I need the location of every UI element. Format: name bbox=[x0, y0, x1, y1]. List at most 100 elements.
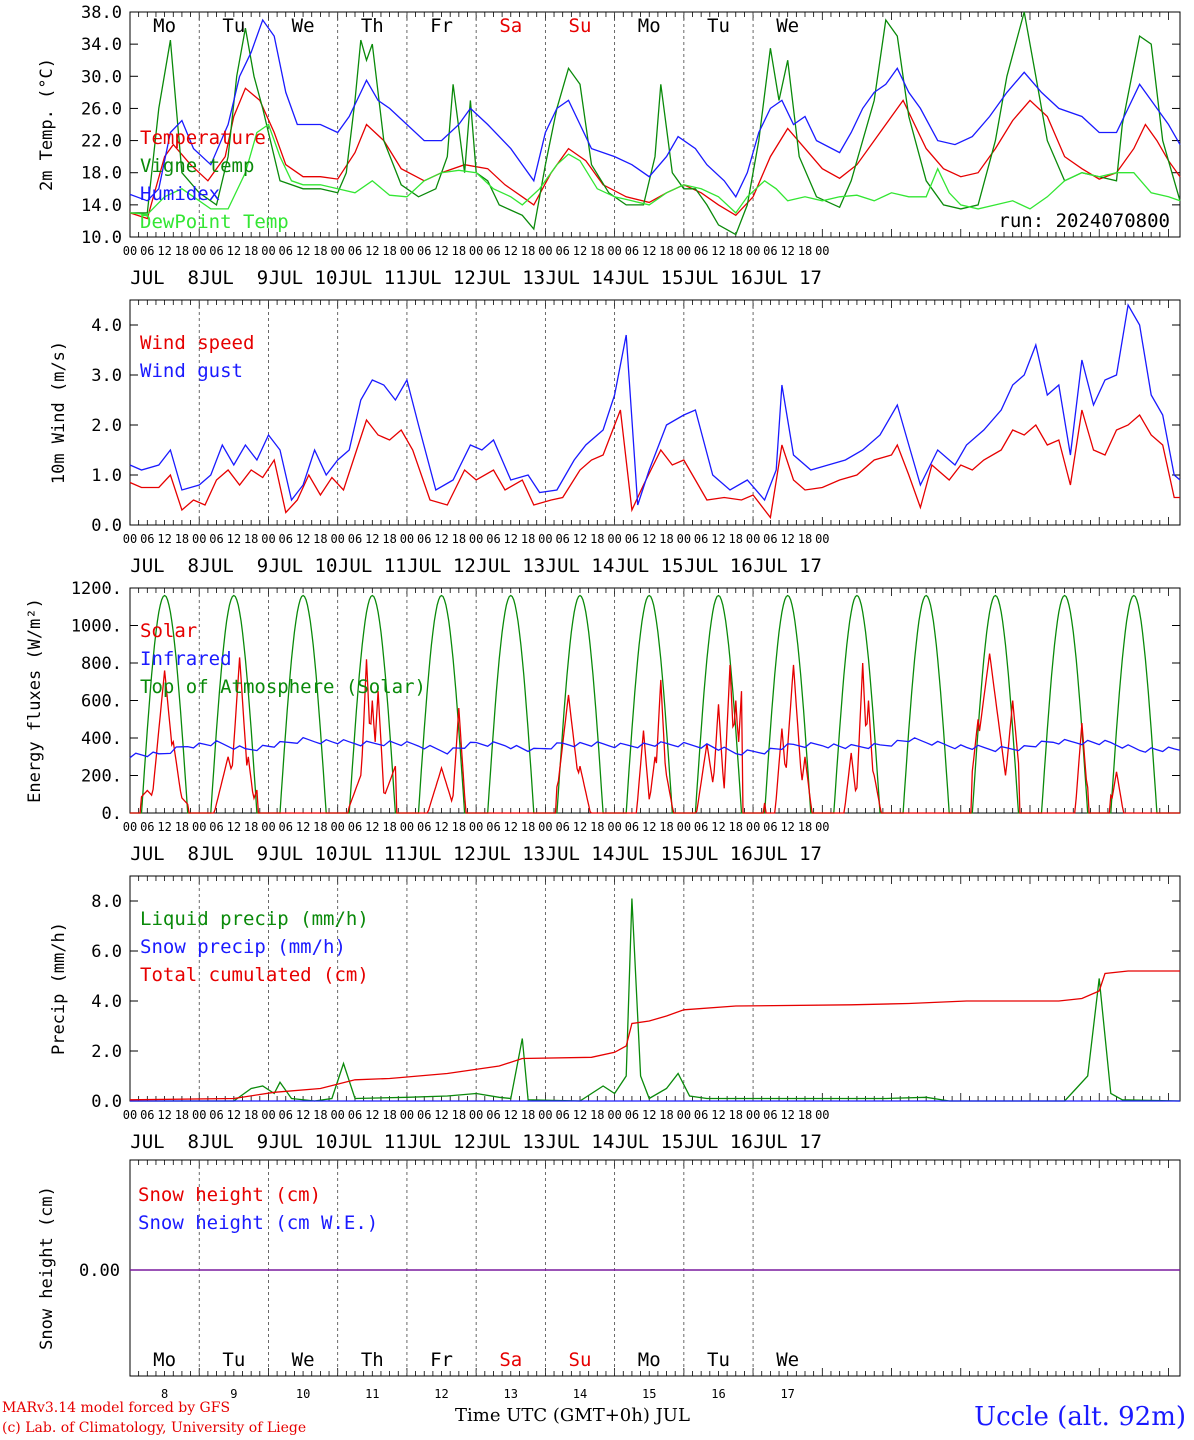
date-label: JUL 14 bbox=[546, 267, 615, 289]
hour-tick-label: 00 bbox=[746, 1108, 760, 1122]
hour-tick-label: 18 bbox=[729, 532, 743, 546]
y-tick-label: 1.0 bbox=[91, 466, 122, 486]
weekday-label: Tu bbox=[707, 1349, 730, 1371]
hour-tick-label: 18 bbox=[244, 820, 258, 834]
hour-tick-label: 06 bbox=[555, 820, 569, 834]
hour-tick-label: 12 bbox=[434, 820, 448, 834]
legend-entry: Infrared bbox=[140, 648, 232, 670]
date-label: JUL 17 bbox=[753, 843, 822, 865]
y-tick-label: 2.0 bbox=[91, 416, 122, 436]
hour-tick-label: 18 bbox=[798, 1108, 812, 1122]
legend-entry: Snow precip (mm/h) bbox=[140, 936, 346, 958]
hour-tick-label: 00 bbox=[815, 244, 829, 258]
hour-tick-label: 06 bbox=[279, 532, 293, 546]
series-line bbox=[129, 736, 1181, 759]
y-tick-label: 22.0 bbox=[81, 132, 122, 152]
hour-tick-label: 06 bbox=[555, 532, 569, 546]
date-label: JUL 13 bbox=[476, 267, 545, 289]
hour-tick-label: 18 bbox=[382, 820, 396, 834]
date-label: JUL 13 bbox=[476, 843, 545, 865]
y-axis-label: Snow height (cm) bbox=[37, 1186, 57, 1350]
weekday-label: Mo bbox=[638, 1349, 661, 1371]
weekday-label: Tu bbox=[222, 15, 245, 37]
date-label: JUL 11 bbox=[338, 555, 407, 577]
hour-tick-label: 00 bbox=[746, 244, 760, 258]
hour-tick-label: 12 bbox=[227, 532, 241, 546]
y-tick-label: 34.0 bbox=[81, 35, 122, 55]
hour-tick-label: 00 bbox=[815, 820, 829, 834]
legend-entry: Total cumulated (cm) bbox=[140, 964, 369, 986]
hour-tick-label: 00 bbox=[330, 532, 344, 546]
y-axis-label: Precip (mm/h) bbox=[49, 922, 69, 1055]
hour-tick-label: 06 bbox=[140, 1108, 154, 1122]
hour-tick-label: 12 bbox=[157, 532, 171, 546]
hour-tick-label: 12 bbox=[711, 244, 725, 258]
hour-tick-label: 06 bbox=[694, 244, 708, 258]
hour-tick-label: 00 bbox=[469, 244, 483, 258]
hour-tick-label: 06 bbox=[625, 1108, 639, 1122]
hour-tick-label: 18 bbox=[452, 244, 466, 258]
y-tick-label: 8.0 bbox=[91, 892, 122, 912]
y-tick-label: 3.0 bbox=[91, 366, 122, 386]
date-label: JUL 14 bbox=[546, 1131, 615, 1153]
panel-4 bbox=[129, 875, 1181, 1102]
hour-tick-label: 12 bbox=[365, 820, 379, 834]
legend-entry: Wind gust bbox=[140, 360, 243, 382]
date-label: JUL 14 bbox=[546, 555, 615, 577]
hour-tick-label: 00 bbox=[192, 532, 206, 546]
legend-entry: Snow height (cm W.E.) bbox=[138, 1212, 378, 1234]
date-label: JUL 16 bbox=[684, 843, 753, 865]
day-number-label: 17 bbox=[780, 1387, 794, 1401]
date-label: JUL 16 bbox=[684, 267, 753, 289]
plot-frame bbox=[129, 1159, 1181, 1377]
hour-tick-label: 06 bbox=[279, 244, 293, 258]
hour-tick-label: 06 bbox=[279, 820, 293, 834]
panel-5 bbox=[129, 1159, 1181, 1377]
hour-tick-label: 00 bbox=[123, 244, 137, 258]
day-number-label: 9 bbox=[230, 1387, 237, 1401]
panel-1 bbox=[129, 11, 1181, 238]
hour-tick-label: 18 bbox=[452, 532, 466, 546]
hour-tick-label: 00 bbox=[123, 820, 137, 834]
hour-tick-label: 00 bbox=[123, 532, 137, 546]
hour-tick-label: 00 bbox=[400, 244, 414, 258]
hour-tick-label: 12 bbox=[711, 1108, 725, 1122]
date-label: JUL 14 bbox=[546, 843, 615, 865]
date-label: JUL 15 bbox=[615, 1131, 684, 1153]
date-label: JUL 16 bbox=[684, 1131, 753, 1153]
hour-tick-label: 12 bbox=[642, 244, 656, 258]
hour-tick-label: 06 bbox=[763, 820, 777, 834]
hour-tick-label: 18 bbox=[175, 532, 189, 546]
hour-tick-label: 00 bbox=[192, 244, 206, 258]
hour-tick-label: 18 bbox=[313, 532, 327, 546]
y-tick-label: 18.0 bbox=[81, 164, 122, 184]
hour-tick-label: 06 bbox=[279, 1108, 293, 1122]
weekday-label: Fr bbox=[430, 15, 453, 37]
hour-tick-label: 18 bbox=[659, 532, 673, 546]
date-label: JUL 11 bbox=[338, 1131, 407, 1153]
y-tick-label: 14.0 bbox=[81, 196, 122, 216]
hour-tick-label: 12 bbox=[227, 1108, 241, 1122]
hour-tick-label: 06 bbox=[694, 532, 708, 546]
hour-tick-label: 18 bbox=[798, 820, 812, 834]
hour-tick-label: 00 bbox=[538, 820, 552, 834]
date-label: JUL 8 bbox=[130, 843, 199, 865]
hour-tick-label: 12 bbox=[642, 532, 656, 546]
hour-tick-label: 18 bbox=[590, 1108, 604, 1122]
station-label: Uccle (alt. 92m) bbox=[974, 1402, 1186, 1432]
hour-tick-label: 18 bbox=[244, 1108, 258, 1122]
hour-tick-label: 12 bbox=[642, 820, 656, 834]
date-label: JUL 9 bbox=[200, 555, 269, 577]
hour-tick-label: 06 bbox=[348, 820, 362, 834]
hour-tick-label: 12 bbox=[434, 532, 448, 546]
hour-tick-label: 12 bbox=[780, 532, 794, 546]
series-line bbox=[129, 123, 1181, 216]
date-label: JUL 15 bbox=[615, 555, 684, 577]
hour-tick-label: 18 bbox=[521, 1108, 535, 1122]
hour-tick-label: 00 bbox=[192, 1108, 206, 1122]
y-axis-label: 2m Temp. (°C) bbox=[37, 58, 57, 191]
hour-tick-label: 06 bbox=[555, 1108, 569, 1122]
hour-tick-label: 18 bbox=[382, 244, 396, 258]
hour-tick-label: 06 bbox=[486, 1108, 500, 1122]
hour-tick-label: 06 bbox=[209, 244, 223, 258]
